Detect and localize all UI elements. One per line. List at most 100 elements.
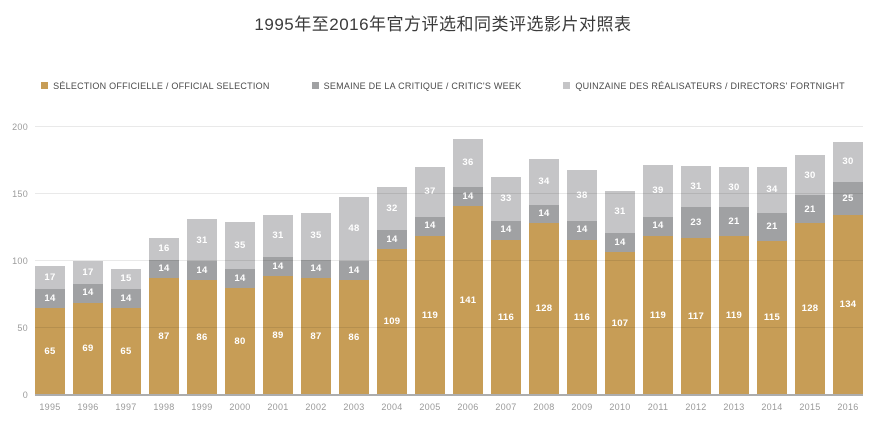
- segment-directors_fortnight-2013: 30: [719, 167, 749, 208]
- segment-value: 14: [158, 263, 170, 275]
- segment-value: 23: [690, 217, 702, 229]
- segment-critics_week-2016: 25: [833, 181, 863, 216]
- segment-value: 119: [649, 309, 667, 321]
- segment-directors_fortnight-2012: 31: [681, 165, 711, 208]
- segment-directors_fortnight-2003: 48: [339, 196, 369, 262]
- segment-value: 14: [424, 220, 436, 232]
- segment-official-2016: 134: [833, 215, 863, 395]
- chart-title: 1995年至2016年官方评选和同类评选影片对照表: [254, 15, 632, 34]
- legend-label: SÉLECTION OFFICIELLE / OFFICIAL SELECTIO…: [53, 80, 270, 91]
- segment-value: 89: [272, 329, 284, 341]
- segment-value: 107: [611, 317, 629, 329]
- segment-value: 14: [120, 292, 132, 304]
- segment-value: 80: [234, 335, 246, 347]
- segment-value: 36: [462, 157, 474, 169]
- segment-value: 87: [310, 330, 322, 342]
- segment-value: 15: [120, 273, 132, 285]
- segment-value: 14: [386, 233, 398, 245]
- bar-2000: 80 14 35: [225, 127, 255, 395]
- x-label-1995: 1995: [39, 402, 61, 412]
- y-tick-label-0: 0: [22, 390, 28, 400]
- bars: 65 14 17 69 14 17 65 14 15 87 14 16 86 14 31 80 14 35 89 14…: [35, 127, 863, 395]
- segment-official-2000: 80: [225, 287, 255, 395]
- segment-value: 14: [614, 236, 626, 248]
- x-label-2013: 2013: [723, 402, 745, 412]
- x-label-2007: 2007: [495, 402, 517, 412]
- segment-value: 14: [500, 224, 512, 236]
- bar-2015: 128 21 30: [795, 127, 825, 395]
- segment-critics_week-1996: 14: [73, 283, 103, 303]
- legend-item-directors_fortnight: QUINZAINE DES RÉALISATEURS / DIRECTORS' …: [563, 81, 845, 91]
- x-label-2003: 2003: [343, 402, 365, 412]
- segment-official-2003: 86: [339, 279, 369, 395]
- segment-value: 87: [158, 330, 170, 342]
- x-label-2005: 2005: [419, 402, 441, 412]
- directors-fortnight-swatch-icon: [563, 82, 571, 89]
- y-tick-label-50: 50: [17, 323, 28, 333]
- bar-1998: 87 14 16: [149, 127, 179, 395]
- segment-directors_fortnight-1997: 15: [111, 269, 141, 290]
- segment-official-2015: 128: [795, 223, 825, 395]
- x-label-2008: 2008: [533, 402, 555, 412]
- legend-label: SEMAINE DE LA CRITIQUE / CRITIC'S WEEK: [323, 80, 522, 91]
- segment-critics_week-2007: 14: [491, 220, 521, 240]
- bar-2016: 134 25 30: [833, 127, 863, 395]
- chart: 0 50 100 150 200 65 14 17 69 14 17 65 14 15 87 14 16 86 1…: [0, 122, 886, 412]
- segment-official-2004: 109: [377, 248, 407, 395]
- segment-value: 14: [272, 260, 284, 272]
- segment-value: 21: [804, 203, 816, 215]
- bar-2013: 119 21 30: [719, 127, 749, 395]
- segment-value: 30: [804, 169, 816, 181]
- segment-value: 34: [538, 176, 550, 188]
- segment-official-2007: 116: [491, 239, 521, 395]
- segment-critics_week-2011: 14: [643, 216, 673, 236]
- segment-critics_week-1997: 14: [111, 289, 141, 308]
- segment-official-1997: 65: [111, 307, 141, 395]
- y-axis: 0 50 100 150 200: [0, 122, 28, 400]
- segment-directors_fortnight-2011: 39: [643, 164, 673, 217]
- segment-value: 65: [120, 345, 132, 357]
- segment-value: 31: [690, 180, 702, 192]
- segment-directors_fortnight-2000: 35: [225, 222, 255, 270]
- bar-1995: 65 14 17: [35, 127, 65, 395]
- x-label-1999: 1999: [191, 402, 213, 412]
- segment-critics_week-2004: 14: [377, 230, 407, 249]
- segment-value: 21: [766, 221, 778, 233]
- segment-critics_week-2013: 21: [719, 207, 749, 236]
- segment-directors_fortnight-2004: 32: [377, 187, 407, 231]
- segment-directors_fortnight-1995: 17: [35, 266, 65, 290]
- segment-critics_week-2001: 14: [263, 257, 293, 276]
- legend-item-critics_week: SEMAINE DE LA CRITIQUE / CRITIC'S WEEK: [311, 80, 522, 91]
- segment-critics_week-2010: 14: [605, 232, 635, 252]
- bar-2007: 116 14 33: [491, 127, 521, 395]
- x-label-2016: 2016: [837, 402, 859, 412]
- bar-1996: 69 14 17: [73, 127, 103, 395]
- segment-official-1998: 87: [149, 278, 179, 395]
- segment-directors_fortnight-2001: 31: [263, 215, 293, 257]
- segment-value: 141: [459, 294, 477, 306]
- segment-critics_week-2008: 14: [529, 204, 559, 224]
- x-label-2004: 2004: [381, 402, 403, 412]
- segment-official-1999: 86: [187, 279, 217, 395]
- x-label-1998: 1998: [153, 402, 175, 412]
- segment-value: 33: [500, 192, 512, 204]
- legend: SÉLECTION OFFICIELLE / OFFICIAL SELECTIO…: [0, 80, 886, 91]
- bar-2001: 89 14 31: [263, 127, 293, 395]
- segment-value: 31: [272, 230, 284, 242]
- segment-value: 14: [310, 263, 322, 275]
- segment-value: 30: [728, 181, 740, 193]
- plot-area: 65 14 17 69 14 17 65 14 15 87 14 16 86 14 31 80 14 35 89 14…: [35, 126, 863, 396]
- segment-directors_fortnight-1996: 17: [73, 261, 103, 284]
- x-label-2006: 2006: [457, 402, 479, 412]
- x-label-1996: 1996: [77, 402, 99, 412]
- bar-1997: 65 14 15: [111, 127, 141, 395]
- segment-value: 38: [576, 189, 588, 201]
- segment-official-1995: 65: [35, 307, 65, 395]
- segment-official-2012: 117: [681, 238, 711, 395]
- x-label-2014: 2014: [761, 402, 783, 412]
- legend-item-official: SÉLECTION OFFICIELLE / OFFICIAL SELECTIO…: [41, 81, 269, 91]
- segment-value: 35: [234, 239, 246, 251]
- segment-value: 14: [348, 264, 360, 276]
- x-label-2002: 2002: [305, 402, 327, 412]
- segment-critics_week-1998: 14: [149, 259, 179, 279]
